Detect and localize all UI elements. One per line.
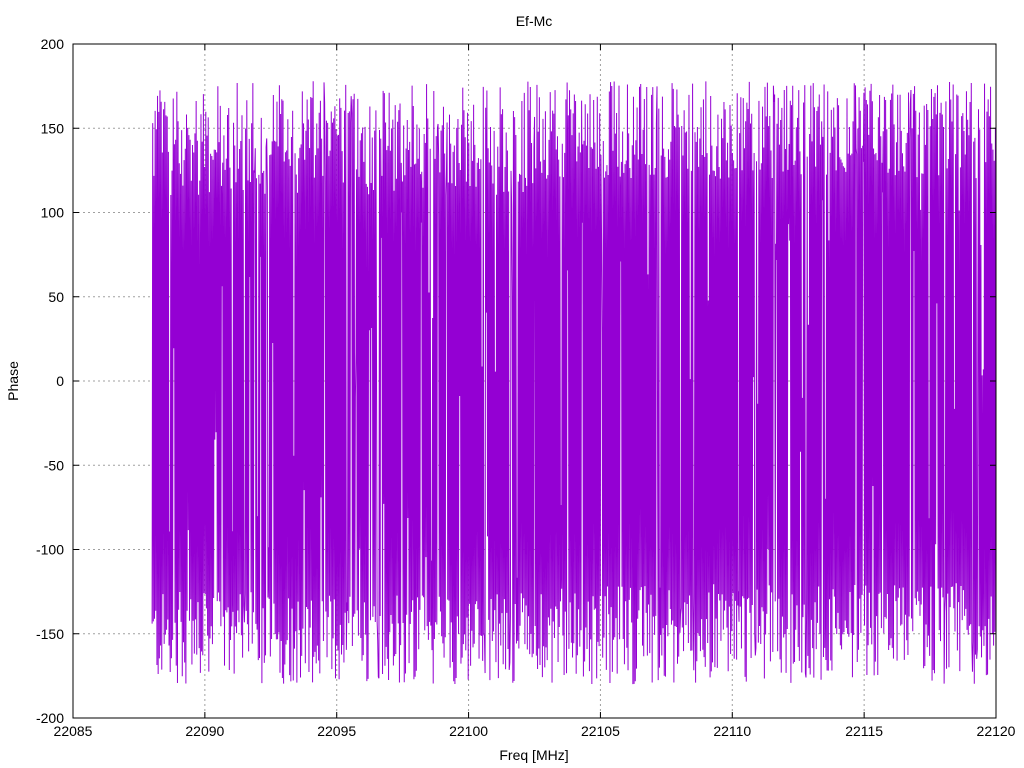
y-tick-label: 50 bbox=[48, 289, 64, 305]
x-tick-label: 22105 bbox=[581, 723, 620, 739]
y-tick-label: -100 bbox=[36, 542, 64, 558]
x-tick-label: 22115 bbox=[845, 723, 883, 739]
x-axis-label: Freq [MHz] bbox=[499, 747, 568, 763]
x-tick-label: 22085 bbox=[54, 723, 93, 739]
chart-title: Ef-Mc bbox=[516, 13, 553, 29]
x-tick-label: 22090 bbox=[185, 723, 224, 739]
y-tick-label: -50 bbox=[44, 457, 64, 473]
y-tick-label: -200 bbox=[36, 710, 64, 726]
x-tick-label: 22110 bbox=[713, 723, 751, 739]
y-tick-label: 200 bbox=[41, 36, 65, 52]
y-tick-label: 0 bbox=[56, 373, 64, 389]
phase-series-line bbox=[151, 81, 997, 685]
y-tick-label: -150 bbox=[36, 626, 64, 642]
series-group bbox=[151, 81, 997, 685]
y-axis-label: Phase bbox=[5, 361, 21, 401]
y-tick-label: 100 bbox=[41, 205, 65, 221]
y-tick-label: 150 bbox=[41, 120, 65, 136]
x-tick-labels: 22085 22090 22095 22100 22105 22110 22115 22120 bbox=[54, 723, 1016, 739]
x-tick-label: 22100 bbox=[449, 723, 488, 739]
ticks bbox=[72, 43, 997, 719]
x-tick-label: 22095 bbox=[317, 723, 356, 739]
y-tick-labels: -200 -150 -100 -50 0 50 100 150 200 bbox=[36, 36, 64, 726]
x-tick-label: 22120 bbox=[977, 723, 1016, 739]
